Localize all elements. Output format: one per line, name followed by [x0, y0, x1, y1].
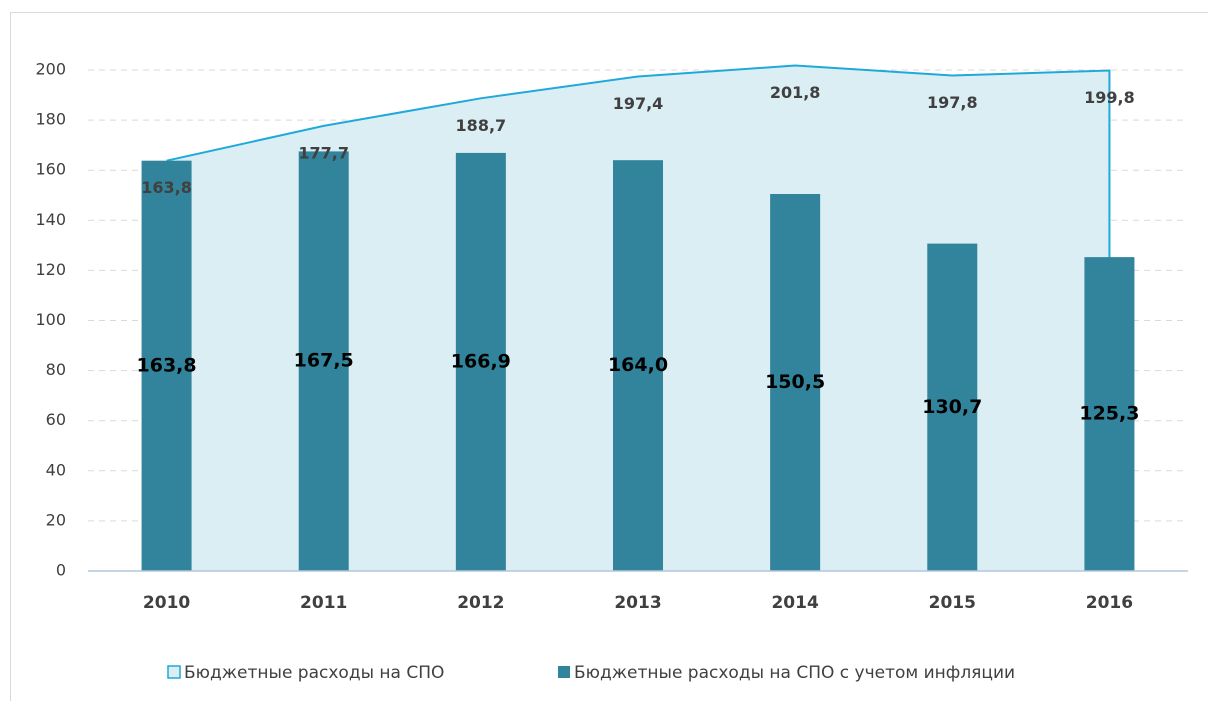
data-label: 177,7: [298, 143, 349, 162]
x-tick-label: 2013: [614, 593, 661, 613]
y-tick-label: 40: [46, 460, 66, 479]
y-tick-label: 180: [35, 110, 66, 129]
data-label: 163,8: [141, 178, 192, 197]
legend-label: Бюджетные расходы на СПО: [184, 663, 444, 683]
data-label: 201,8: [770, 83, 821, 102]
x-tick-label: 2010: [143, 593, 190, 613]
data-label: 197,4: [613, 94, 664, 113]
y-tick-label: 80: [46, 360, 66, 379]
y-tick-label: 160: [35, 160, 66, 179]
x-tick-label: 2015: [929, 593, 976, 613]
legend-swatch: [558, 666, 570, 678]
y-tick-label: 200: [35, 60, 66, 79]
y-tick-label: 100: [35, 310, 66, 329]
x-tick-label: 2011: [300, 593, 347, 613]
data-label: 164,0: [608, 354, 668, 376]
data-label: 197,8: [927, 93, 978, 112]
y-tick-label: 140: [35, 210, 66, 229]
data-label: 125,3: [1079, 403, 1139, 425]
y-tick-label: 0: [56, 561, 66, 580]
x-tick-label: 2012: [457, 593, 504, 613]
legend-swatch: [168, 666, 180, 678]
data-label: 188,7: [456, 116, 507, 135]
data-label: 166,9: [451, 350, 511, 372]
data-label: 150,5: [765, 371, 825, 393]
data-label: 130,7: [922, 396, 982, 418]
y-tick-label: 20: [46, 510, 66, 529]
data-label: 167,5: [294, 350, 354, 372]
x-tick-label: 2016: [1086, 593, 1133, 613]
data-label: 199,8: [1084, 88, 1135, 107]
y-tick-label: 120: [35, 260, 66, 279]
data-label: 163,8: [137, 354, 197, 376]
legend-label: Бюджетные расходы на СПО с учетом инфляц…: [574, 663, 1015, 683]
y-tick-label: 60: [46, 410, 66, 429]
x-tick-label: 2014: [771, 593, 818, 613]
